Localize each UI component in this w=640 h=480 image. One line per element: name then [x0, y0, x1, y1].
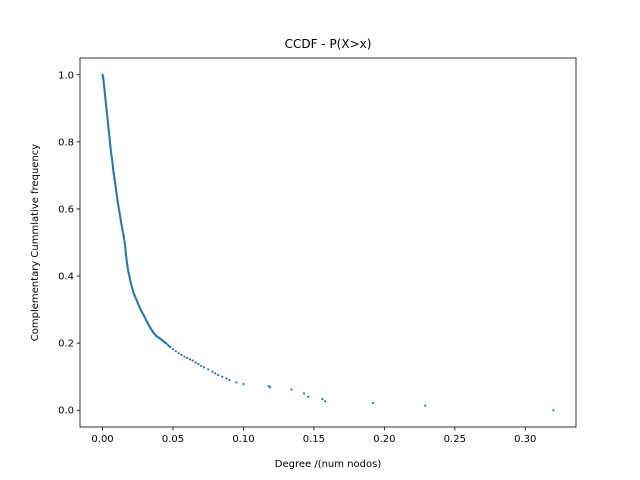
data-point: [194, 361, 197, 364]
y-tick-label: 1.0: [58, 70, 74, 81]
data-point: [197, 362, 200, 366]
data-point: [269, 386, 272, 389]
x-tick-label: 0.15: [303, 434, 325, 445]
y-tick-label: 0.6: [58, 204, 74, 215]
data-point: [207, 368, 210, 371]
plot-area-frame: [79, 57, 577, 428]
data-point: [267, 384, 270, 388]
series-line: [101, 74, 167, 344]
data-point: [188, 358, 192, 361]
x-tick-label: 0.30: [514, 434, 536, 445]
data-point: [214, 372, 217, 375]
data-point: [302, 392, 306, 395]
data-point: [166, 343, 169, 346]
data-point: [185, 356, 189, 359]
y-axis-ticks: 0.0 0.2 0.4 0.6 0.8 1.0: [58, 70, 80, 417]
data-point: [167, 344, 170, 347]
y-tick-label: 0.2: [58, 339, 74, 350]
data-point: [211, 370, 214, 373]
y-tick-label: 0.0: [58, 406, 74, 417]
data-point: [183, 355, 186, 358]
data-points: [101, 73, 555, 412]
data-point: [242, 382, 245, 386]
data-point: [216, 373, 220, 377]
x-tick-label: 0.20: [373, 434, 395, 445]
data-point: [424, 404, 427, 407]
data-point: [174, 350, 177, 353]
data-point: [191, 359, 194, 362]
data-point: [177, 352, 180, 355]
data-point: [180, 353, 183, 356]
data-point: [371, 401, 375, 404]
data-point: [171, 348, 175, 351]
x-tick-label: 0.10: [232, 434, 254, 445]
x-tick-label: 0.05: [162, 434, 184, 445]
data-point: [324, 400, 327, 403]
x-axis-label: Degree /(num nodos): [275, 459, 382, 470]
data-point: [225, 377, 228, 380]
y-axis-label: Complementary Cummlative frequency: [30, 144, 41, 342]
data-point: [200, 364, 203, 368]
data-point: [552, 409, 555, 412]
data-point: [202, 366, 206, 369]
y-tick-label: 0.8: [58, 137, 74, 148]
data-point: [228, 378, 231, 382]
data-point: [235, 381, 238, 384]
x-axis-ticks: 0.00 0.05 0.10 0.15 0.20 0.25 0.30: [91, 427, 536, 445]
data-point: [307, 395, 310, 398]
data-point: [290, 388, 293, 391]
x-tick-label: 0.25: [444, 434, 466, 445]
data-point: [169, 346, 172, 349]
chart-title: CCDF - P(X>x): [285, 37, 372, 51]
data-point: [221, 375, 224, 378]
data-point: [321, 398, 324, 401]
x-tick-label: 0.00: [91, 434, 113, 445]
y-tick-label: 0.4: [58, 272, 74, 283]
